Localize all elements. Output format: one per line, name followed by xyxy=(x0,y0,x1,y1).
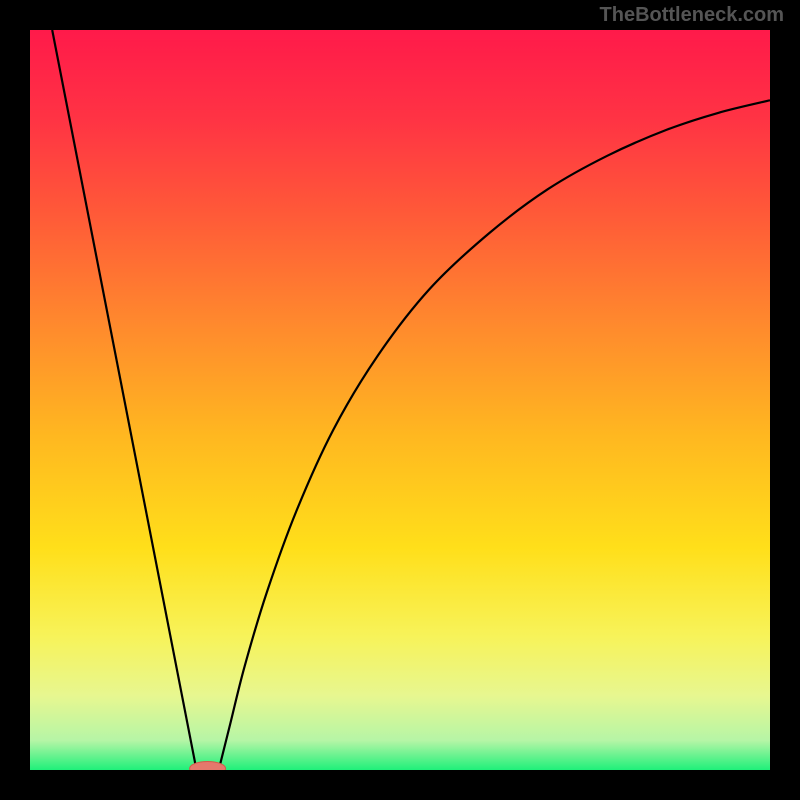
curve-left xyxy=(52,30,196,770)
plot-area xyxy=(30,30,770,770)
chart-curves xyxy=(30,30,770,770)
curve-right xyxy=(219,100,770,770)
watermark-text: TheBottleneck.com xyxy=(600,4,784,27)
